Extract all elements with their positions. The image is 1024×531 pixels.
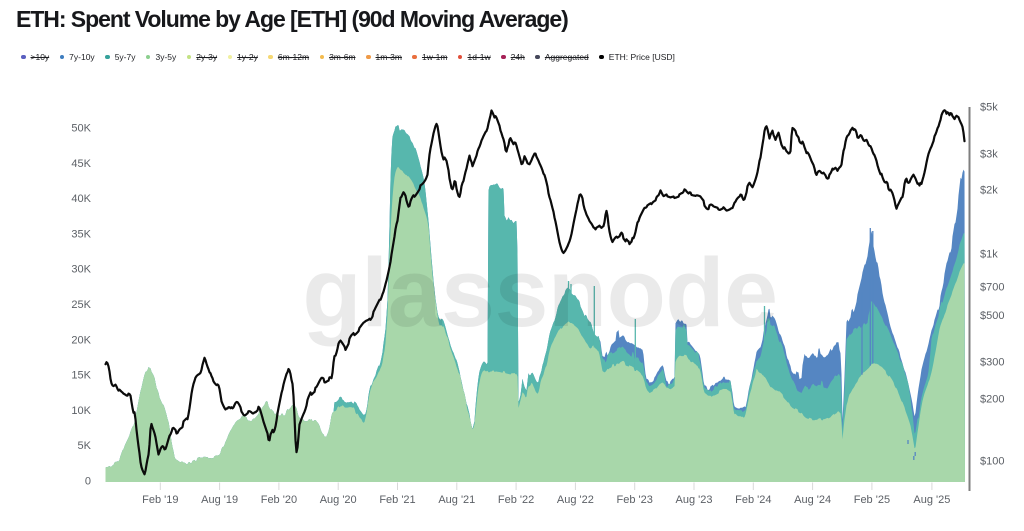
svg-text:Feb '21: Feb '21: [379, 494, 415, 506]
svg-text:25K: 25K: [71, 299, 91, 311]
svg-text:Aug '19: Aug '19: [201, 494, 238, 506]
svg-text:Feb '19: Feb '19: [142, 494, 178, 506]
svg-text:Feb '20: Feb '20: [261, 494, 297, 506]
svg-text:Aug '21: Aug '21: [438, 494, 475, 506]
svg-text:5K: 5K: [78, 440, 92, 452]
svg-text:$5k: $5k: [980, 102, 998, 114]
svg-text:$100: $100: [980, 456, 1004, 468]
svg-text:30K: 30K: [71, 264, 91, 276]
svg-text:Aug '23: Aug '23: [676, 494, 713, 506]
svg-text:0: 0: [85, 476, 91, 488]
svg-text:40K: 40K: [71, 193, 91, 205]
svg-text:Feb '25: Feb '25: [854, 494, 890, 506]
svg-text:45K: 45K: [71, 158, 91, 170]
svg-text:$2k: $2k: [980, 185, 998, 197]
svg-text:Aug '24: Aug '24: [794, 494, 831, 506]
svg-text:35K: 35K: [71, 228, 91, 240]
svg-text:$1k: $1k: [980, 249, 998, 261]
svg-text:$200: $200: [980, 394, 1004, 406]
svg-text:glassnode: glassnode: [302, 238, 777, 347]
svg-text:10K: 10K: [71, 405, 91, 417]
svg-text:50K: 50K: [71, 123, 91, 135]
svg-text:$500: $500: [980, 310, 1004, 322]
svg-text:$3k: $3k: [980, 149, 998, 161]
svg-text:20K: 20K: [71, 334, 91, 346]
svg-text:15K: 15K: [71, 370, 91, 382]
svg-text:Feb '23: Feb '23: [617, 494, 653, 506]
svg-text:Feb '22: Feb '22: [498, 494, 534, 506]
svg-text:$300: $300: [980, 357, 1004, 369]
svg-text:Aug '22: Aug '22: [557, 494, 594, 506]
svg-text:Aug '20: Aug '20: [320, 494, 357, 506]
svg-text:$700: $700: [980, 282, 1004, 294]
svg-text:Aug '25: Aug '25: [913, 494, 950, 506]
svg-text:Feb '24: Feb '24: [735, 494, 771, 506]
